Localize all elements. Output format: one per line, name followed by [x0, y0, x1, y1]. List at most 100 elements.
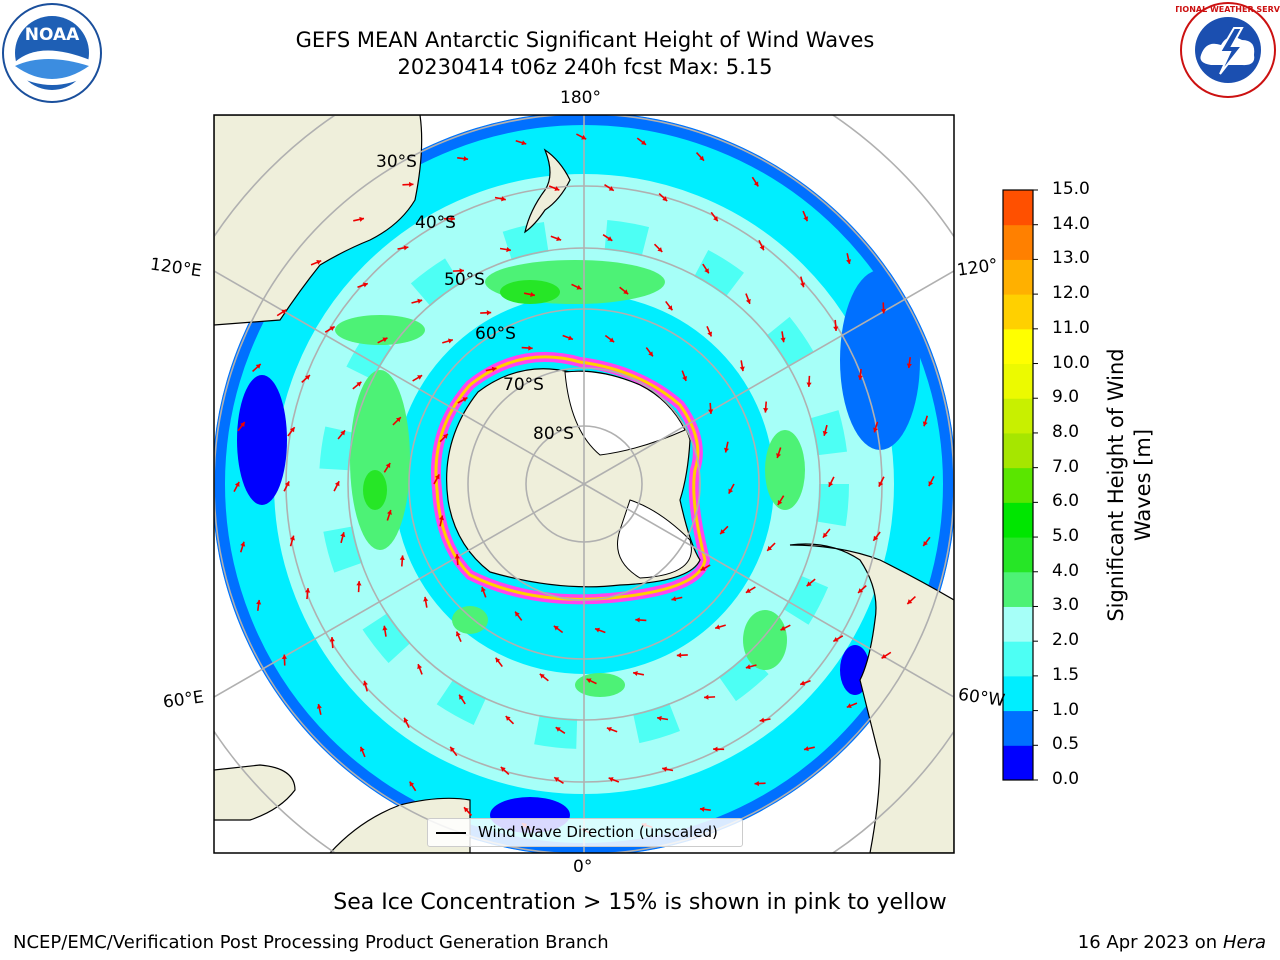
wave-direction-arrowhead: [923, 541, 928, 547]
wave-direction-arrowhead: [281, 654, 288, 659]
wave-direction-arrowhead: [556, 236, 562, 242]
colorbar-segment: [1003, 432, 1033, 469]
colorbar-tick-label: 13.0: [1052, 248, 1090, 269]
nws-logo: NATIONAL WEATHER SERVICE: [1176, 2, 1280, 98]
legend-label: Wind Wave Direction (unscaled): [478, 823, 718, 841]
wave-direction-arrowhead: [623, 289, 629, 295]
colorbar-tick-label: 4.0: [1052, 560, 1080, 581]
wave-direction-arrowhead: [316, 259, 322, 265]
lat-label-30: 30°S: [376, 152, 417, 172]
wave-direction-arrowhead: [657, 247, 663, 252]
wave-direction-arrowhead: [608, 777, 614, 782]
wave-direction-arrowhead: [554, 186, 560, 191]
wave-direction-arrowhead: [329, 326, 335, 331]
colorbar-segment: [1003, 190, 1033, 226]
colorbar-tick-label: 1.5: [1052, 664, 1080, 685]
wave-direction-arrowhead: [464, 807, 469, 813]
wave-direction-arrowhead: [554, 777, 560, 782]
wave-direction-arrowhead: [609, 337, 615, 343]
wave-direction-arrowhead: [777, 499, 783, 505]
lon-label-0: 0°: [573, 857, 593, 877]
australia-land: [214, 115, 423, 326]
wave-direction-arrowhead: [568, 335, 573, 341]
colorbar-segment: [1003, 710, 1033, 746]
colorbar-label: Significant Height of Wind Waves [m]: [1104, 348, 1155, 622]
wave-direction-arrowhead: [700, 566, 706, 571]
wave-direction-arrowhead: [481, 587, 486, 592]
colorbar-segment: [1003, 328, 1033, 365]
wave-direction-arrowhead: [530, 291, 535, 298]
wave-direction-arrowhead: [780, 625, 786, 631]
colorbar-segment: [1003, 537, 1033, 573]
wave-direction-arrowhead: [284, 481, 290, 487]
lat-label-70: 70°S: [503, 375, 544, 395]
wave-direction-arrowhead: [828, 481, 834, 487]
wave-direction-arrowhead: [281, 309, 287, 315]
wave-direction-arrowhead: [633, 670, 638, 677]
wave-direction-arrowhead: [635, 617, 640, 623]
wave-direction-arrowhead: [553, 625, 559, 631]
chart-subtitle: 20230414 t06z 240h fcst Max: 5.15: [397, 55, 773, 79]
wave-direction-arrowhead: [403, 717, 409, 723]
wave-direction-arrowhead: [878, 481, 884, 487]
wave-direction-arrowhead: [240, 421, 245, 427]
wave-direction-arrowhead: [907, 599, 913, 604]
colorbar-segment: [1003, 641, 1033, 677]
wave-direction-arrowhead: [753, 181, 759, 187]
wave-direction-arrowhead: [382, 337, 388, 343]
wave-direction-arrowhead: [382, 625, 388, 631]
wave-direction-arrowhead: [880, 309, 887, 314]
wave-direction-arrowhead: [423, 596, 429, 602]
wave-direction-arrowhead: [528, 345, 533, 351]
wave-direction-arrowhead: [586, 678, 592, 684]
wave-direction-arrowhead: [648, 351, 653, 357]
wave-direction-arrowhead: [434, 474, 440, 480]
wave-direction-arrowhead: [804, 746, 809, 752]
colorbar-segment: [1003, 363, 1033, 399]
wave-direction-arrowhead: [491, 366, 497, 372]
wave-direction-arrowhead: [699, 806, 705, 812]
wave-direction-arrowhead: [763, 408, 769, 413]
wave-direction-arrowhead: [581, 134, 587, 140]
colorbar-tick-label: 0.0: [1052, 769, 1080, 789]
wave-direction-arrowhead: [607, 236, 613, 241]
wave-direction-arrowhead: [240, 541, 246, 547]
wave-direction-arrowhead: [728, 488, 734, 494]
wave-direction-arrowhead: [720, 529, 725, 535]
chart-title: GEFS MEAN Antarctic Significant Height o…: [295, 28, 875, 52]
wave-direction-arrowhead: [359, 746, 365, 752]
wave-direction-arrowhead: [255, 364, 261, 369]
colorbar-tick-label: 14.0: [1052, 213, 1090, 234]
wind-wave-arrows: [233, 133, 935, 835]
wave-direction-arrowhead: [409, 781, 415, 787]
wave-direction-arrowhead: [667, 305, 673, 311]
wave-direction-arrowhead: [745, 588, 751, 593]
wave-direction-arrowhead: [873, 535, 879, 541]
footer-org: NCEP/EMC/Verification Post Processing Pr…: [13, 932, 609, 953]
wave-direction-arrowhead: [362, 680, 368, 686]
wave-direction-arrowhead: [822, 532, 828, 538]
new-zealand-land: [524, 148, 571, 234]
colorbar-tick-label: 12.0: [1052, 283, 1090, 304]
wave-direction-arrowhead: [846, 259, 852, 264]
svg-text:NATIONAL WEATHER SERVICE: NATIONAL WEATHER SERVICE: [1176, 5, 1280, 14]
wave-direction-arrowhead: [463, 156, 469, 162]
wave-direction-arrowhead: [486, 310, 492, 316]
wave-direction-arrowhead: [506, 247, 511, 253]
wave-direction-arrowhead: [289, 427, 295, 433]
wave-direction-arrowhead: [928, 481, 934, 487]
wave-direction-arrowhead: [662, 196, 668, 202]
wave-direction-arrowhead: [922, 421, 928, 427]
wave-direction-arrowhead: [454, 554, 460, 559]
wave-direction-arrowhead: [776, 453, 782, 458]
lat-label-80: 80°S: [533, 424, 574, 444]
wave-direction-arrowhead: [539, 673, 545, 679]
wave-direction-arrowhead: [713, 746, 718, 752]
madagascar-land: [214, 764, 296, 821]
wave-direction-arrowhead: [657, 715, 662, 721]
colorbar-tick-label: 9.0: [1052, 387, 1080, 408]
colorbar-segment: [1003, 398, 1033, 434]
wave-direction-arrowhead: [754, 780, 759, 787]
wave-direction-arrowhead: [329, 637, 335, 642]
